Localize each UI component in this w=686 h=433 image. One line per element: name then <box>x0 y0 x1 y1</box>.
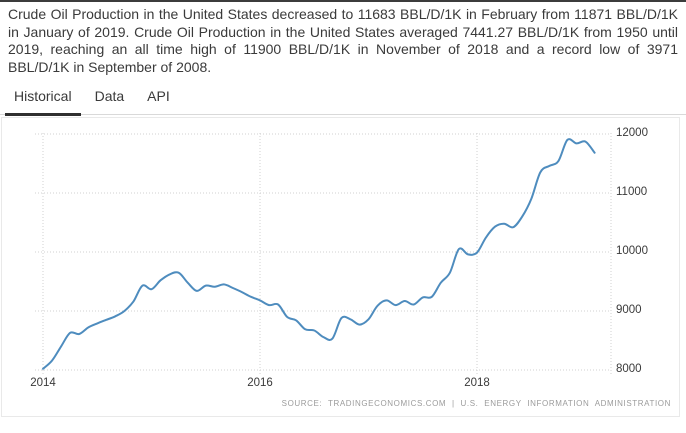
x-tick-label: 2014 <box>30 377 56 389</box>
chart-card: 12000 11000 10000 9000 8000 2014 2016 2018 SOUR… <box>1 117 680 417</box>
summary-text: Crude Oil Production in the United State… <box>8 6 678 75</box>
y-tick-label: 12000 <box>616 127 648 139</box>
window-edge-strip <box>0 0 686 2</box>
line-chart[interactable] <box>2 118 679 416</box>
y-tick-label: 10000 <box>616 245 648 257</box>
y-tick-label: 8000 <box>616 363 642 375</box>
tab-historical[interactable]: Historical <box>5 88 81 116</box>
tab-bar: Historical Data API <box>0 88 686 116</box>
source-attribution: SOURCE: TRADINGECONOMICS.COM | U.S. ENER… <box>281 399 671 408</box>
x-tick-label: 2018 <box>464 377 490 389</box>
x-tick-label: 2016 <box>247 377 273 389</box>
tab-api[interactable]: API <box>147 88 170 104</box>
tab-data[interactable]: Data <box>94 88 125 104</box>
y-tick-label: 11000 <box>616 186 648 198</box>
y-tick-label: 9000 <box>616 304 642 316</box>
production-series-line[interactable] <box>42 138 596 370</box>
